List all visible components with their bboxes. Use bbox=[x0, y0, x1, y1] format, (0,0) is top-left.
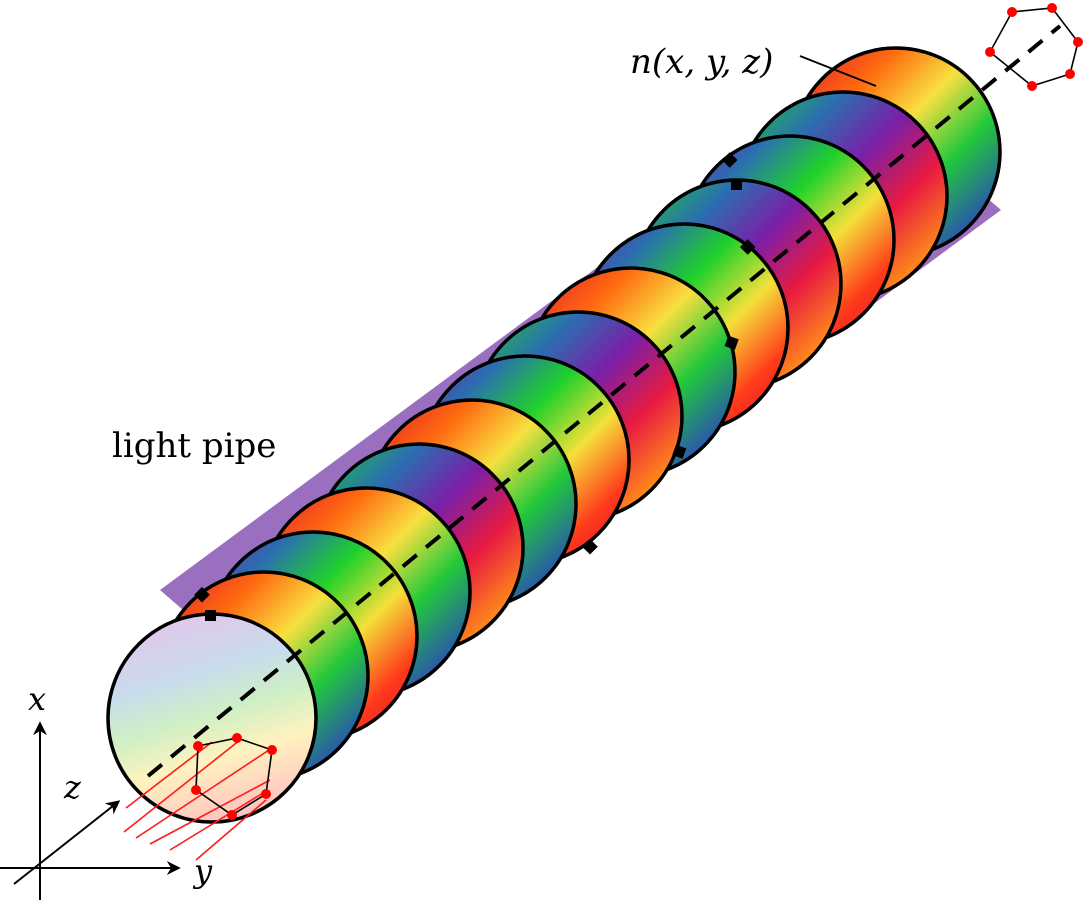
coordinate-axes bbox=[0, 721, 181, 900]
ray-point bbox=[1027, 81, 1037, 91]
z-axis-arrow bbox=[13, 800, 121, 885]
optical-axis bbox=[146, 24, 1062, 778]
front-face-disk bbox=[106, 612, 318, 824]
ray bbox=[195, 799, 267, 861]
path-marker bbox=[582, 538, 598, 555]
ray-point bbox=[193, 741, 203, 751]
ray bbox=[123, 739, 241, 833]
entrance-ray-bundle bbox=[191, 733, 277, 820]
exit-ray-bundle bbox=[985, 3, 1083, 91]
ray-point bbox=[985, 47, 995, 57]
incoming-rays bbox=[123, 739, 273, 861]
path-marker bbox=[205, 610, 216, 621]
refractive-index-label: n(x, y, z) bbox=[630, 42, 774, 82]
path-marker bbox=[724, 335, 739, 350]
ray-point bbox=[267, 745, 277, 755]
axis-x-label: x bbox=[28, 680, 47, 718]
ray-point bbox=[1007, 7, 1017, 17]
path-marker bbox=[672, 444, 687, 459]
ray bbox=[169, 789, 269, 851]
axis-y-label: y bbox=[194, 852, 213, 890]
ray-path-markers bbox=[194, 152, 756, 621]
ray bbox=[135, 747, 273, 839]
index-label-leader bbox=[799, 55, 877, 87]
light-pipe-label: light pipe bbox=[112, 426, 277, 466]
axis-z-label: z bbox=[64, 768, 81, 806]
ray-point bbox=[191, 785, 201, 795]
path-marker bbox=[731, 179, 742, 190]
ray-point bbox=[227, 810, 237, 820]
ray-point bbox=[1065, 69, 1075, 79]
ray-point bbox=[261, 789, 271, 799]
ray bbox=[149, 779, 271, 845]
ray-point bbox=[1073, 37, 1083, 47]
ray-point bbox=[232, 733, 242, 743]
ray-point bbox=[1047, 3, 1057, 13]
